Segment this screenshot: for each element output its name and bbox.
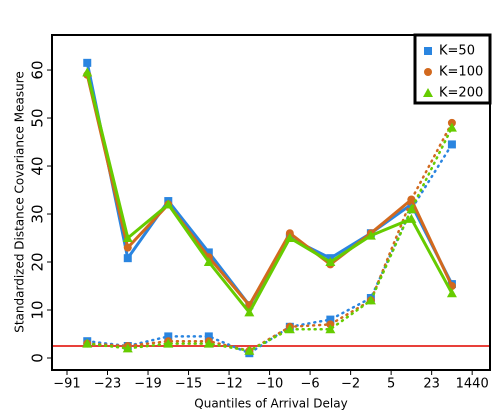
x-tick-label: −15 xyxy=(175,377,202,392)
marker xyxy=(423,88,433,97)
marker xyxy=(365,230,376,240)
series-dotted-line xyxy=(86,126,454,353)
x-axis-label: Quantiles of Arrival Delay xyxy=(194,397,347,411)
marker xyxy=(83,58,92,67)
y-tick-label: 20 xyxy=(29,252,47,271)
marker xyxy=(424,47,432,55)
series-line xyxy=(85,70,454,316)
marker xyxy=(82,67,93,77)
marker xyxy=(204,332,213,341)
marker xyxy=(406,213,417,223)
marker xyxy=(447,140,456,149)
x-tick-label: −10 xyxy=(256,377,283,392)
y-axis-label: Standardized Distance Covariance Measure xyxy=(13,71,27,333)
x-tick-label: 1440 xyxy=(456,377,489,392)
marker xyxy=(284,233,295,243)
x-tick-label: −12 xyxy=(215,377,242,392)
y-tick-label: 0 xyxy=(29,353,47,363)
marker xyxy=(446,288,457,298)
marker xyxy=(325,257,336,267)
marker xyxy=(424,68,432,76)
marker xyxy=(446,122,457,132)
marker xyxy=(123,243,132,252)
marker xyxy=(163,199,174,209)
plot-frame xyxy=(51,34,491,371)
series-dotted-line xyxy=(86,143,454,355)
y-tick-label: 60 xyxy=(29,60,47,79)
marker xyxy=(244,345,255,355)
x-tick-label: 23 xyxy=(423,377,440,392)
marker xyxy=(365,295,376,305)
legend-label: K=200 xyxy=(439,86,483,101)
legend-label: K=100 xyxy=(439,65,483,80)
series-line xyxy=(85,73,454,308)
marker xyxy=(325,324,336,334)
legend-label: K=50 xyxy=(439,44,475,59)
marker xyxy=(406,204,417,214)
marker xyxy=(244,307,255,317)
x-tick-label: −2 xyxy=(341,377,360,392)
marker xyxy=(163,338,174,348)
y-tick-label: 30 xyxy=(29,204,47,223)
x-tick-label: −6 xyxy=(301,377,320,392)
y-tick-label: 50 xyxy=(29,108,47,127)
marker xyxy=(326,315,335,324)
marker xyxy=(203,257,214,267)
y-tick-label: 10 xyxy=(29,300,47,319)
x-tick-label: −23 xyxy=(94,377,121,392)
marker xyxy=(164,332,173,341)
marker xyxy=(123,254,132,263)
marker xyxy=(82,338,93,348)
x-tick-label: 5 xyxy=(387,377,395,392)
x-tick-label: −91 xyxy=(53,377,80,392)
x-tick-label: −19 xyxy=(134,377,161,392)
marker xyxy=(407,195,416,204)
marker xyxy=(122,343,133,353)
marker xyxy=(284,324,295,334)
y-tick-label: 40 xyxy=(29,156,47,175)
marker xyxy=(122,233,133,243)
marker xyxy=(203,338,214,348)
marker xyxy=(204,248,213,257)
